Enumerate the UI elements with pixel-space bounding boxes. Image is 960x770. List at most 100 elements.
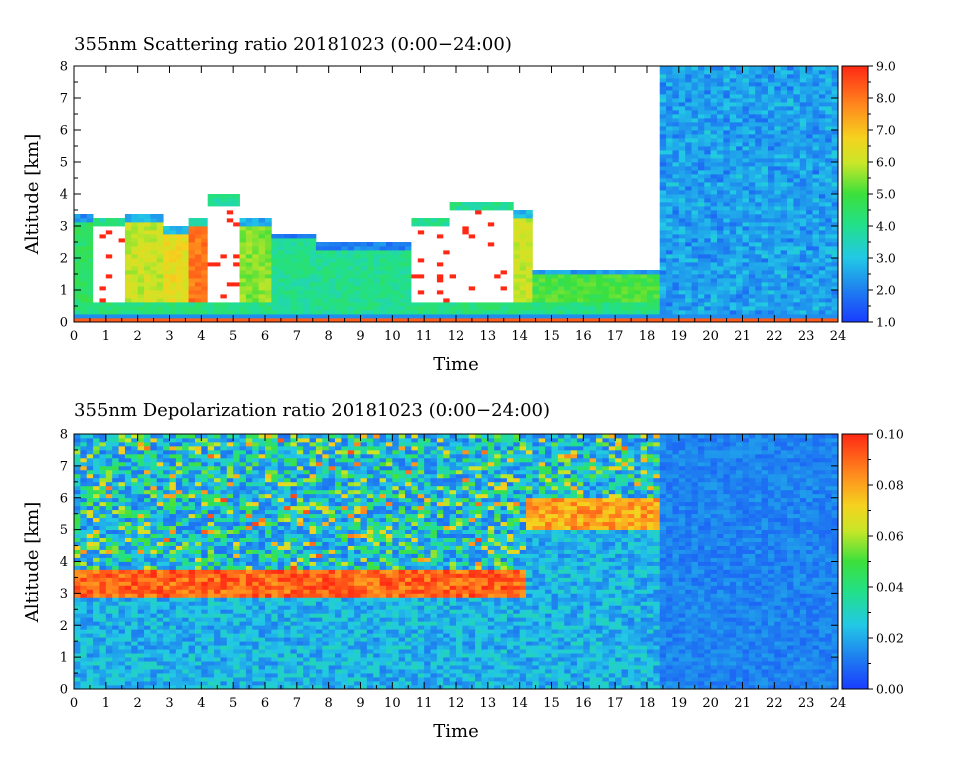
heatmap-cell — [124, 529, 132, 535]
heatmap-cell — [519, 238, 527, 243]
heatmap-cell — [640, 318, 648, 322]
heatmap-cell — [487, 274, 495, 279]
heatmap-cell — [131, 473, 139, 479]
heatmap-cell — [284, 254, 291, 259]
heatmap-cell — [742, 310, 750, 315]
heatmap-cell — [653, 298, 661, 303]
heatmap-cell — [80, 310, 88, 315]
heatmap-cell — [812, 162, 820, 167]
heatmap-cell — [156, 218, 164, 223]
heatmap-cell — [755, 110, 762, 115]
heatmap-cell — [755, 214, 762, 219]
heatmap-cell — [723, 102, 731, 107]
heatmap-cell — [787, 310, 794, 315]
heatmap-cell — [697, 122, 705, 127]
heatmap-cell — [678, 194, 686, 199]
heatmap-cell — [226, 254, 234, 259]
heatmap-cell — [736, 194, 743, 199]
heatmap-cell — [124, 473, 132, 479]
heatmap-cell — [717, 318, 724, 322]
heatmap-cell — [290, 262, 298, 267]
heatmap-cell — [678, 318, 686, 322]
heatmap-cell — [105, 561, 113, 566]
heatmap-cell — [86, 473, 94, 479]
heatmap-cell — [691, 186, 699, 191]
heatmap-cell — [112, 653, 119, 658]
heatmap-cell — [812, 102, 820, 107]
heatmap-cell — [245, 270, 253, 275]
heatmap-cell — [519, 230, 527, 235]
heatmap-cell — [347, 314, 355, 319]
heatmap-cell — [729, 138, 737, 143]
heatmap-cell — [755, 182, 762, 187]
heatmap-cell — [86, 242, 94, 247]
heatmap-cell — [347, 246, 355, 251]
heatmap-cell — [545, 270, 552, 275]
heatmap-cell — [436, 298, 444, 303]
heatmap-cell — [118, 681, 126, 686]
heatmap-cell — [774, 250, 782, 255]
heatmap-cell — [659, 90, 667, 95]
heatmap-cell — [691, 122, 699, 127]
heatmap-cell — [214, 254, 221, 259]
heatmap-cell — [290, 282, 298, 287]
heatmap-cell — [214, 218, 221, 223]
heatmap-cell — [220, 218, 228, 223]
heatmap-cell — [424, 230, 431, 235]
heatmap-cell — [220, 270, 228, 275]
heatmap-cell — [755, 230, 762, 235]
heatmap-cell — [767, 214, 775, 219]
heatmap-cell — [666, 254, 673, 259]
heatmap-cell — [825, 106, 833, 111]
heatmap-cell — [761, 198, 769, 203]
heatmap-cell — [717, 258, 724, 263]
heatmap-cell — [634, 282, 642, 287]
heatmap-cell — [74, 685, 81, 689]
heatmap-cell — [780, 222, 788, 227]
heatmap-cell — [86, 625, 94, 630]
heatmap-cell — [124, 513, 132, 519]
heatmap-cell — [640, 278, 648, 283]
heatmap-cell — [691, 230, 699, 235]
heatmap-cell — [124, 282, 132, 287]
heatmap-cell — [156, 238, 164, 243]
heatmap-cell — [742, 242, 750, 247]
heatmap-cell — [468, 250, 476, 255]
heatmap-cell — [131, 258, 139, 263]
heatmap-cell — [226, 210, 234, 215]
heatmap-cell — [156, 318, 164, 322]
heatmap-cell — [296, 302, 304, 307]
heatmap-cell — [175, 270, 183, 275]
heatmap-cell — [653, 302, 661, 307]
heatmap-cell — [188, 282, 196, 287]
heatmap-cell — [131, 593, 139, 598]
heatmap-cell — [704, 134, 712, 139]
heatmap-cell — [685, 202, 692, 207]
heatmap-cell — [144, 298, 151, 303]
heatmap-cell — [144, 441, 151, 447]
heatmap-cell — [156, 533, 164, 538]
heatmap-cell — [519, 226, 527, 231]
heatmap-cell — [322, 282, 330, 287]
heatmap-cell — [93, 314, 100, 319]
heatmap-cell — [774, 66, 782, 71]
heatmap-cell — [806, 98, 813, 103]
heatmap-cell — [513, 270, 521, 275]
heatmap-cell — [86, 214, 94, 219]
heatmap-cell — [717, 202, 724, 207]
heatmap-cell — [710, 118, 718, 123]
heatmap-cell — [468, 214, 476, 219]
heatmap-cell — [812, 182, 820, 187]
heatmap-cell — [99, 445, 107, 451]
heatmap-cell — [812, 126, 820, 131]
heatmap-cell — [80, 553, 88, 558]
heatmap-cell — [748, 306, 756, 311]
heatmap-cell — [748, 294, 756, 299]
heatmap-cell — [666, 310, 673, 315]
heatmap-cell — [748, 74, 756, 79]
heatmap-cell — [818, 142, 826, 147]
heatmap-cell — [615, 278, 622, 283]
heatmap-cell — [685, 254, 692, 259]
heatmap-cell — [818, 78, 826, 83]
heatmap-cell — [315, 314, 323, 319]
